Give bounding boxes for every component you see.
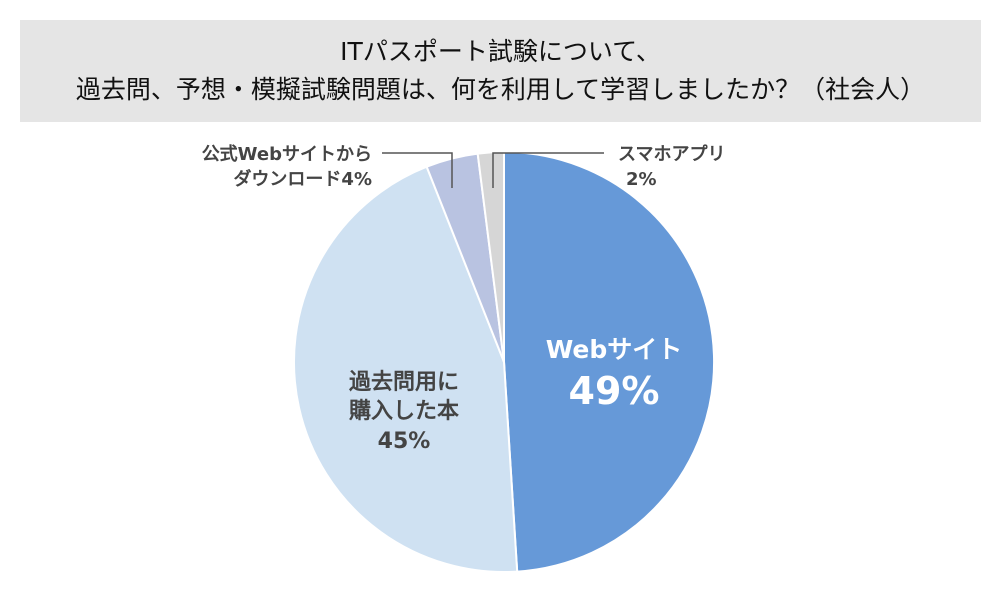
slice-value-web: 49%	[569, 369, 660, 413]
slice-app	[476, 150, 505, 363]
slice-books	[292, 165, 519, 574]
title-line-2: 過去問、予想・模擬試験問題は、何を利用して学習しましたか？（社会人）	[75, 75, 926, 104]
leader-line-official	[382, 152, 453, 188]
slice-label-official-line1: 公式Webサイトから	[202, 143, 372, 165]
slice-label-app-line2: 2%	[626, 169, 657, 190]
slice-label-app-line1: スマホアプリ	[618, 143, 725, 165]
slice-web	[503, 150, 716, 573]
chart-title: ITパスポート試験について、 過去問、予想・模擬試験問題は、何を利用して学習しま…	[20, 20, 981, 122]
slice-label-books-line2: 購入した本	[349, 399, 459, 424]
title-line-1: ITパスポート試験について、	[340, 37, 661, 66]
slice-label-books-line1: 過去問用に	[349, 369, 459, 395]
slice-value-books: 45%	[378, 429, 431, 454]
slice-label-official-line2: ダウンロード4%	[233, 168, 372, 190]
slice-label-web: Webサイト	[546, 335, 683, 364]
leader-line-app	[492, 152, 604, 188]
